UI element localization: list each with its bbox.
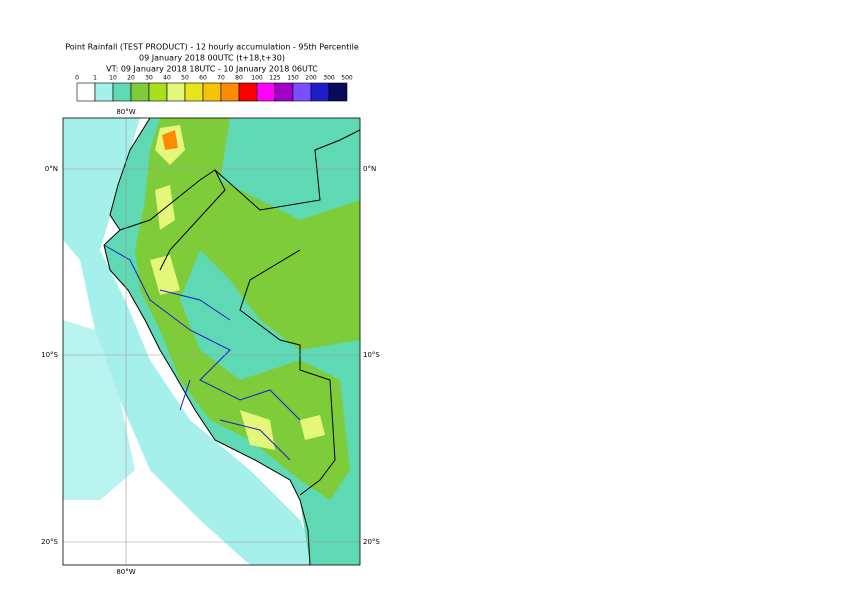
colorbar-label: 300 [323,75,335,82]
lat-label: 20°S [41,538,58,546]
coastline [103,118,311,565]
title-block: Point Rainfall (TEST PRODUCT) - 12 hourl… [65,43,359,74]
colorbar-box [292,82,312,102]
colorbar-label: 10 [109,75,117,82]
colorbar-box [202,82,222,102]
colorbar-box [94,82,114,102]
colorbar-box [148,82,168,102]
lon-label: 80°W [116,568,135,576]
country-border [119,129,360,496]
lat-label: 0°N [45,165,58,173]
rain-max [150,125,325,450]
colorbar-box [274,82,294,102]
map [63,118,360,565]
colorbar-label: 60 [199,75,207,82]
colorbar-label: 100 [251,75,263,82]
lat-label: 0°N [363,165,376,173]
colorbar-label: 125 [269,75,281,82]
lat-label: 20°S [363,538,380,546]
colorbar: 0 1 10 20 30 40 50 60 70 80 100 125 150 200 300 500 [75,75,353,102]
colorbar-box [112,82,132,102]
colorbar-label: 1 [93,75,97,82]
colorbar-box [310,82,330,102]
lon-label: 80°W [116,108,135,116]
colorbar-box [76,82,96,102]
ocean-rain [63,118,320,565]
colorbar-box [256,82,276,102]
region-border [103,244,301,461]
colorbar-box [220,82,240,102]
map-frame [62,117,361,566]
colorbar-box [130,82,150,102]
colorbar-label: 50 [181,75,189,82]
colorbar-label: 40 [163,75,171,82]
colorbar-box [166,82,186,102]
title-line: Point Rainfall (TEST PRODUCT) - 12 hourl… [65,43,359,52]
colorbar-label: 150 [287,75,299,82]
ocean-rain [63,320,135,500]
colorbar-label: 0 [75,75,79,82]
colorbar-label: 80 [235,75,243,82]
land-heavy-rain [135,118,360,500]
colorbar-box [328,82,348,102]
colorbar-box [238,82,258,102]
colorbar-label: 500 [341,75,353,82]
rain-peak [162,130,178,150]
title-line: 09 January 2018 00UTC (t+18,t+30) [139,54,285,63]
colorbar-label: 30 [145,75,153,82]
colorbar-label: 70 [217,75,225,82]
lat-label: 10°S [363,351,380,359]
lat-label: 10°S [41,351,58,359]
colorbar-label: 20 [127,75,135,82]
colorbar-box [184,82,204,102]
title-line: VT: 09 January 2018 18UTC - 10 January 2… [106,65,318,74]
colorbar-label: 200 [305,75,317,82]
